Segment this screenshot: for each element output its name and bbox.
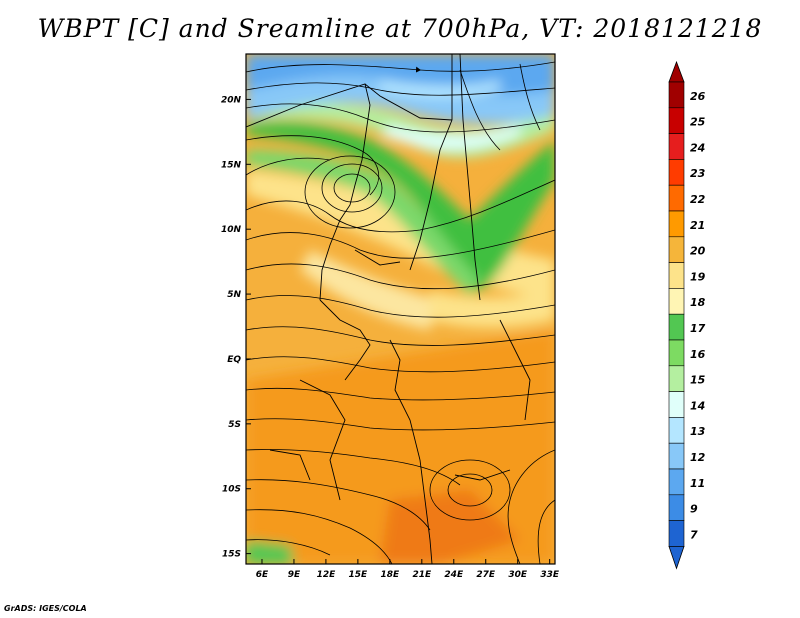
colorbar-swatch xyxy=(668,365,685,392)
colorbar-label: 18 xyxy=(690,296,706,309)
colorbar-swatch xyxy=(668,107,685,134)
x-tick-label: 24E xyxy=(444,570,464,580)
colorbar-label: 19 xyxy=(690,270,706,283)
colorbar-swatch xyxy=(668,391,685,418)
colorbar-label: 7 xyxy=(690,528,698,541)
x-tick-label: 27E xyxy=(476,570,496,580)
y-axis: 20N 15N 10N 5N EQ 5S 10S 15S xyxy=(221,95,251,560)
y-tick-label: 5S xyxy=(228,420,241,430)
y-tick-label: 20N xyxy=(221,95,242,105)
colorbar-top-arrow xyxy=(668,60,685,83)
colorbar-label: 17 xyxy=(690,322,706,335)
y-tick-label: 10S xyxy=(222,485,241,495)
y-tick-label: 5N xyxy=(227,290,241,300)
colorbar-label: 26 xyxy=(690,90,706,103)
x-tick-label: 18E xyxy=(381,570,401,580)
credit-label: GrADS: IGES/COLA xyxy=(4,604,87,613)
colorbar-swatch xyxy=(668,133,685,160)
map-panel xyxy=(246,54,555,564)
colorbar-swatch xyxy=(668,442,685,470)
x-tick-label: 21E xyxy=(412,570,432,580)
colorbar-label: 25 xyxy=(690,116,706,129)
colorbar-label: 13 xyxy=(690,425,706,438)
colorbar-label: 15 xyxy=(690,374,706,387)
colorbar-label: 16 xyxy=(690,348,706,361)
x-tick-label: 30E xyxy=(508,570,528,580)
colorbar-swatch xyxy=(668,520,685,547)
chart-title: WBPT [C] and Sreamline at 700hPa, VT: 20… xyxy=(37,14,763,43)
colorbar-swatch xyxy=(668,236,685,263)
colorbar-label: 23 xyxy=(690,167,706,180)
colorbar-swatch xyxy=(668,288,685,315)
colorbar-swatch xyxy=(668,262,685,289)
x-tick-label: 12E xyxy=(317,570,337,580)
colorbar-swatch xyxy=(668,339,685,367)
colorbar-swatch xyxy=(668,210,685,238)
colorbar-label: 11 xyxy=(690,477,705,490)
colorbar-label: 22 xyxy=(690,193,706,206)
colorbar: 26 25 24 23 22 21 20 19 18 17 16 15 14 13 12 11 9 7 xyxy=(668,60,706,570)
y-tick-label: 10N xyxy=(221,225,242,235)
streamlines xyxy=(246,61,555,564)
colorbar-label: 20 xyxy=(690,245,706,258)
wbpt-field xyxy=(246,54,555,564)
y-tick-label: 15S xyxy=(222,550,241,560)
y-tick-label: EQ xyxy=(227,355,241,365)
colorbar-swatch xyxy=(668,159,685,186)
x-tick-label: 6E xyxy=(256,570,269,580)
colorbar-label: 14 xyxy=(690,399,705,412)
x-tick-label: 9E xyxy=(288,570,301,580)
colorbar-bottom-arrow xyxy=(668,546,685,570)
colorbar-swatch xyxy=(668,468,685,496)
x-axis: 6E 9E 12E 15E 18E 21E 24E 27E 30E 33E xyxy=(256,559,560,580)
map-frame xyxy=(245,53,556,565)
colorbar-swatch xyxy=(668,184,685,212)
x-tick-label: 15E xyxy=(349,570,369,580)
colorbar-label: 21 xyxy=(690,219,705,232)
colorbar-label: 12 xyxy=(690,451,706,464)
country-borders xyxy=(246,54,531,564)
colorbar-swatch xyxy=(668,81,685,109)
colorbar-swatch xyxy=(668,313,685,341)
x-tick-label: 33E xyxy=(540,570,560,580)
colorbar-swatch xyxy=(668,417,685,444)
colorbar-swatch xyxy=(668,494,685,521)
y-tick-label: 15N xyxy=(221,160,242,170)
colorbar-label: 9 xyxy=(690,503,698,516)
colorbar-label: 24 xyxy=(690,141,705,154)
